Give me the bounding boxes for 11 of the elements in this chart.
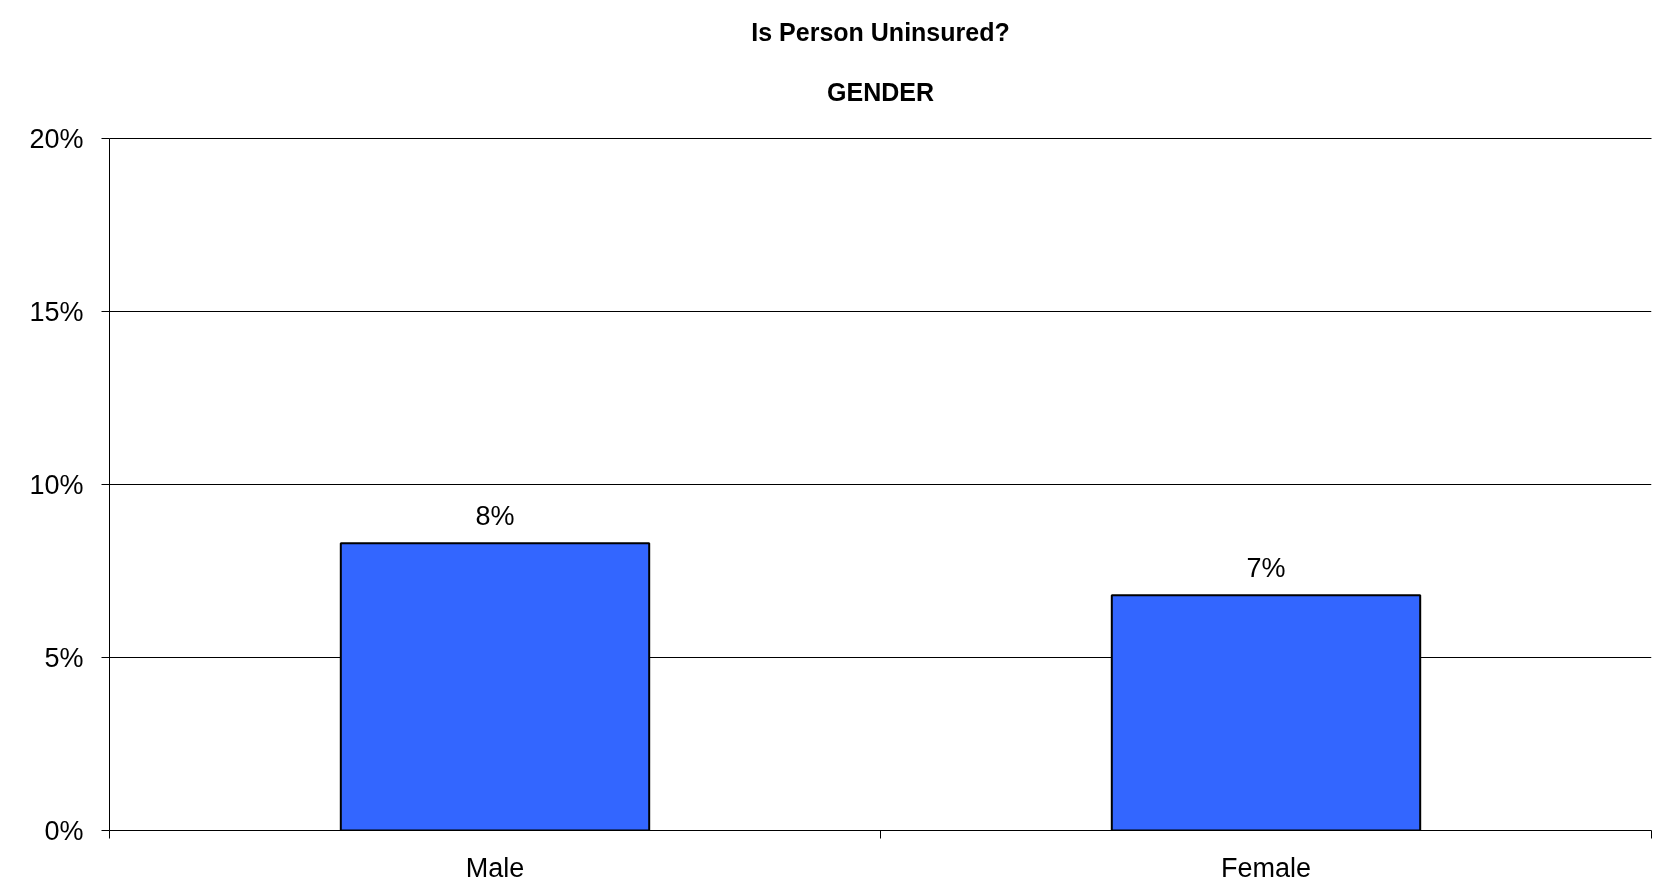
chart-title: Is Person Uninsured? (751, 17, 1010, 46)
y-tick-label: 5% (44, 642, 84, 673)
x-tick-label: Female (1220, 852, 1312, 883)
y-tick-label: 15% (29, 296, 84, 327)
y-tick-label: 10% (29, 469, 84, 500)
x-tick-label: Male (465, 852, 525, 883)
y-tick-label: 0% (44, 815, 84, 846)
data-label: 8% (475, 501, 515, 532)
data-label: 7% (1246, 553, 1286, 584)
chart-subtitle: GENDER (827, 77, 934, 106)
y-tick-label: 20% (29, 123, 84, 154)
